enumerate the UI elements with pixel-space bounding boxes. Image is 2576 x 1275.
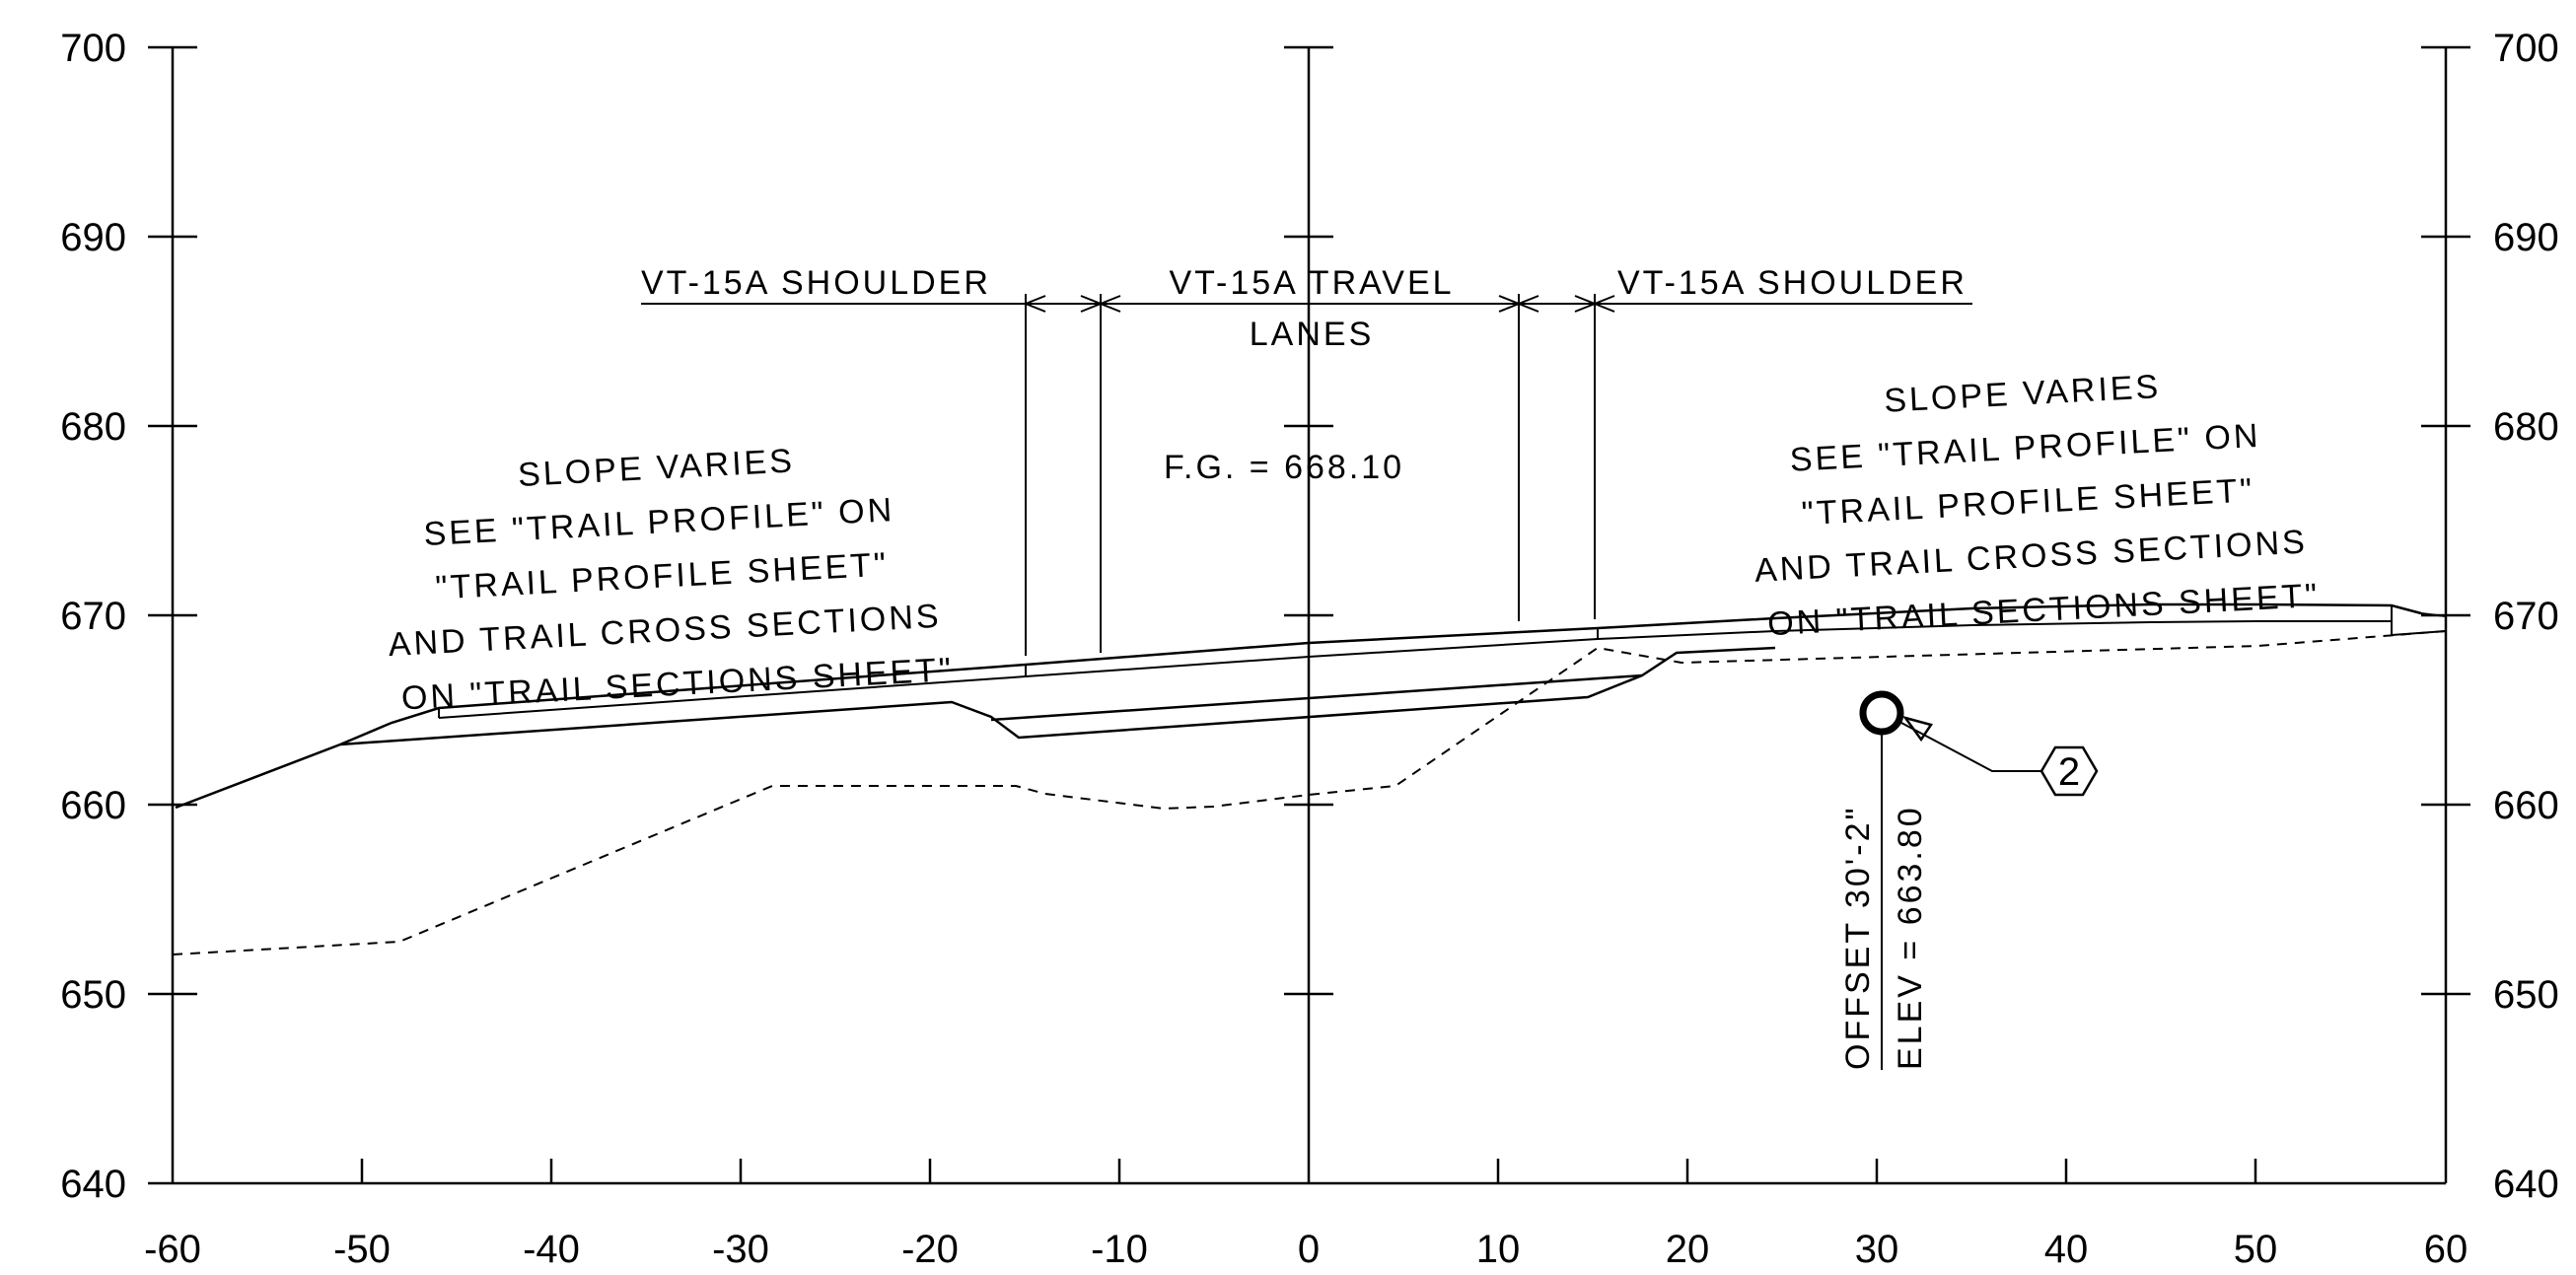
elev-label: ELEV = 663.80: [1892, 805, 1929, 1070]
y-tick-label: 670: [60, 595, 126, 638]
offset-label: OFFSET 30'-2": [1839, 805, 1877, 1070]
y-tick-labels-right: 700 690 680 670 660 650 640: [2493, 27, 2559, 1206]
y-tick-label: 650: [60, 973, 126, 1017]
x-tick-label: -50: [333, 1228, 391, 1271]
x-tick-label: 50: [2234, 1228, 2278, 1271]
x-tick-marks: [360, 1159, 2257, 1183]
y-tick-label: 690: [60, 216, 126, 259]
callout-arrowhead-icon: [1901, 715, 1934, 743]
x-tick-label: 0: [1298, 1228, 1320, 1271]
finished-grade-label: F.G. = 668.10: [1164, 449, 1404, 486]
dimension-lines: [641, 294, 1972, 656]
slope-note-line: SLOPE VARIES: [517, 442, 796, 494]
slope-note-line: "TRAIL PROFILE SHEET": [435, 545, 890, 606]
y-tick-label: 700: [60, 27, 126, 70]
slope-note-right: SLOPE VARIES SEE "TRAIL PROFILE" ON "TRA…: [1753, 368, 2321, 643]
callout-number: 2: [2058, 750, 2080, 794]
travel-lanes-label-line1: VT-15A TRAVEL: [1169, 264, 1454, 302]
travel-lanes-label-line2: LANES: [1250, 316, 1375, 353]
y-tick-label: 690: [2493, 216, 2559, 259]
y-tick-label: 640: [60, 1163, 126, 1206]
y-tick-label: 660: [60, 784, 126, 827]
slope-note-line: SLOPE VARIES: [1883, 368, 2162, 420]
slope-note-left: SLOPE VARIES SEE "TRAIL PROFILE" ON "TRA…: [388, 442, 955, 717]
subbase-line-2: [990, 673, 1643, 722]
slope-note-line: AND TRAIL CROSS SECTIONS: [1753, 523, 2309, 589]
x-tick-label: -60: [144, 1228, 201, 1271]
y-tick-label: 680: [2493, 405, 2559, 449]
y-tick-labels-left: 700 690 680 670 660 650 640: [60, 27, 126, 1206]
point-circle-icon: [1859, 690, 1904, 736]
x-tick-label: -20: [901, 1228, 959, 1271]
y-tick-label: 700: [2493, 27, 2559, 70]
x-tick-label: 30: [1855, 1228, 1899, 1271]
slope-note-line: ON "TRAIL SECTIONS SHEET": [1766, 577, 2321, 643]
y-tick-label: 650: [2493, 973, 2559, 1017]
x-tick-label: -30: [712, 1228, 769, 1271]
x-tick-label: 60: [2424, 1228, 2469, 1271]
pavement-bottom-line: [438, 620, 2392, 719]
shoulder-right-label: VT-15A SHOULDER: [1617, 264, 1968, 302]
subbase-line: [339, 646, 1776, 746]
slope-note-line: AND TRAIL CROSS SECTIONS: [388, 598, 943, 664]
callout-leader: [1900, 722, 2041, 772]
x-tick-label: -40: [523, 1228, 580, 1271]
section-labels: VT-15A SHOULDER VT-15A TRAVEL LANES VT-1…: [641, 264, 1968, 486]
y-tick-label: 670: [2493, 595, 2559, 638]
slope-note-line: SEE "TRAIL PROFILE" ON: [1789, 417, 2261, 479]
slope-note-line: "TRAIL PROFILE SHEET": [1801, 471, 2255, 532]
x-tick-labels: -60 -50 -40 -30 -20 -10 0 10 20 30 40 50…: [144, 1228, 2468, 1271]
y-tick-label: 680: [60, 405, 126, 449]
shoulder-left-label: VT-15A SHOULDER: [641, 264, 991, 302]
y-tick-label: 660: [2493, 784, 2559, 827]
point-marker: OFFSET 30'-2" ELEV = 663.80: [1839, 690, 1929, 1070]
existing-ground-line: [172, 630, 2447, 956]
x-tick-label: 10: [1476, 1228, 1521, 1271]
proposed-section: [175, 602, 2447, 810]
x-tick-label: 20: [1666, 1228, 1710, 1271]
y-tick-label: 640: [2493, 1163, 2559, 1206]
x-tick-label: 40: [2044, 1228, 2089, 1271]
hexagon-callout-icon: [2039, 745, 2099, 797]
slope-note-line: SEE "TRAIL PROFILE" ON: [423, 491, 895, 553]
x-tick-label: -10: [1091, 1228, 1148, 1271]
callout: 2: [1900, 715, 2099, 797]
